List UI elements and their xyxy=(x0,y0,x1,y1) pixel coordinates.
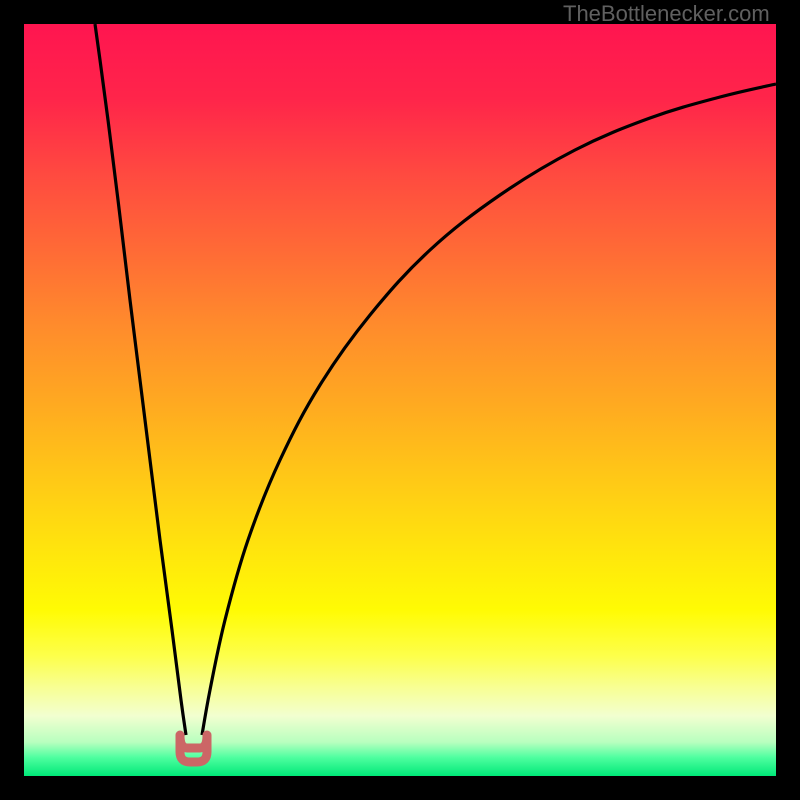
chart-container: TheBottlenecker.com xyxy=(0,0,800,800)
watermark-text: TheBottlenecker.com xyxy=(563,1,770,27)
chart-frame xyxy=(0,0,800,800)
